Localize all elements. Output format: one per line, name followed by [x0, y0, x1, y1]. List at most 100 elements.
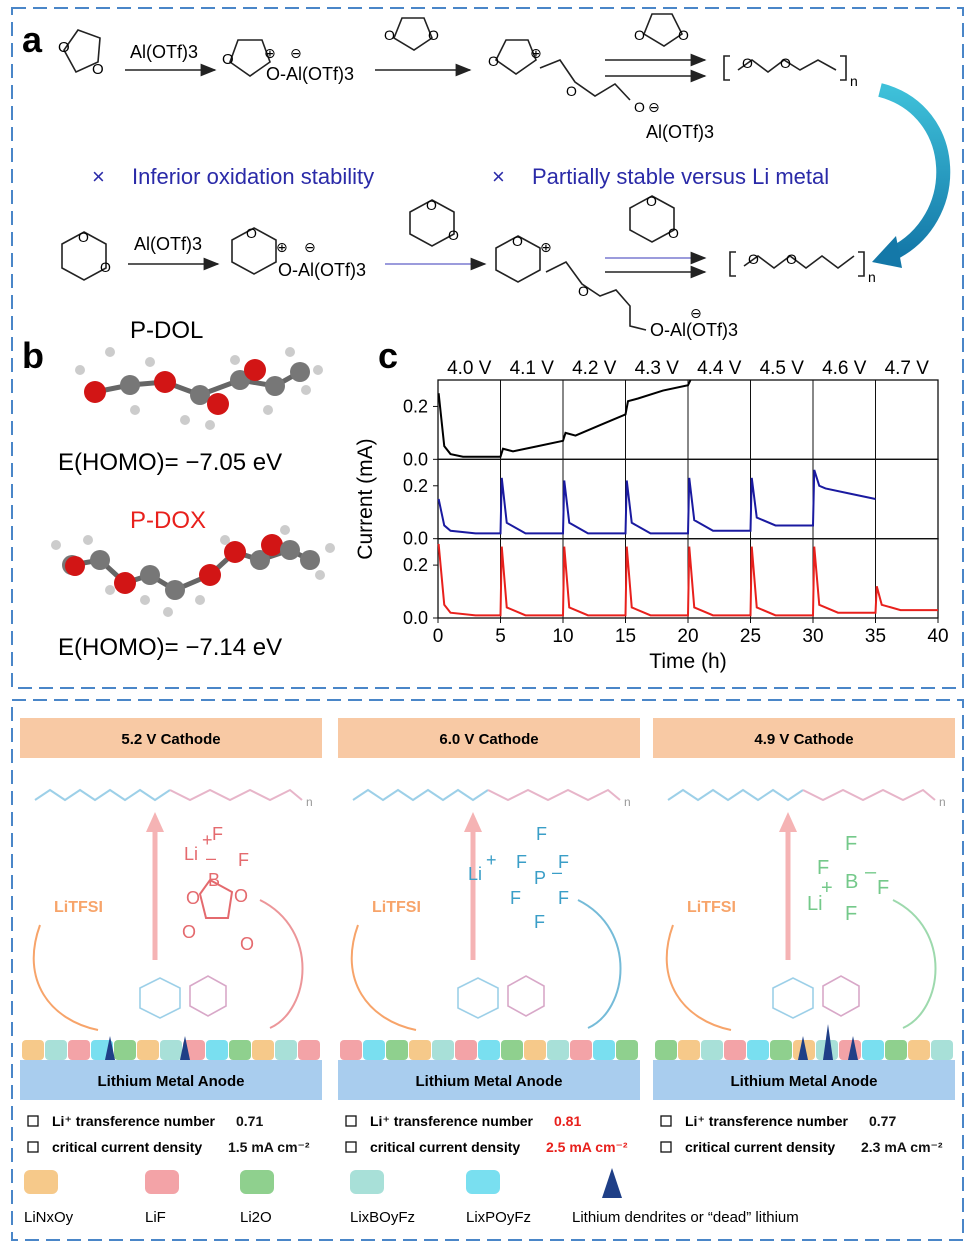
- transference-label: Li⁺ transference number: [52, 1113, 216, 1129]
- anode-bar: [338, 1060, 640, 1100]
- svg-text:F: F: [817, 857, 829, 879]
- series-line-0: [437, 379, 692, 458]
- x-tick-label: 35: [865, 626, 886, 647]
- svg-text:–: –: [865, 861, 877, 883]
- voltage-label: 4.6 V: [822, 358, 867, 379]
- legend-label: LiF: [145, 1209, 166, 1226]
- salt-arrow: [32, 924, 99, 1031]
- ccd-value: 1.5 mA cm⁻²: [228, 1139, 310, 1155]
- dox-monomer-2: O O: [409, 197, 459, 247]
- dox-propagating-chain: O ⊕ O ⊖ O-Al(OTf)3: [495, 233, 738, 340]
- svg-text:O-Al(OTf)3: O-Al(OTf)3: [650, 320, 738, 340]
- reagent-label-1: Al(OTf)3: [130, 42, 198, 62]
- svg-text:Li: Li: [807, 893, 823, 915]
- svg-text:O: O: [646, 193, 657, 209]
- svg-text:O: O: [488, 53, 499, 69]
- p-dox-name: P-DOX: [130, 507, 206, 534]
- svg-text:O: O: [234, 886, 248, 906]
- issue-oxidation: Inferior oxidation stability: [132, 164, 374, 189]
- cathode-bar: [20, 718, 322, 758]
- cathode-bar: [338, 718, 640, 758]
- anode-label: Lithium Metal Anode: [98, 1073, 245, 1090]
- additive-arrow: [577, 899, 622, 1029]
- legend-label: LixBOyFz: [350, 1209, 415, 1226]
- voltage-label: 4.5 V: [760, 358, 805, 379]
- legend-swatch: [240, 1170, 274, 1194]
- svg-text:⊖: ⊖: [648, 99, 660, 115]
- dox-oxonium: O ⊕ ⊖ O-Al(OTf)3: [231, 225, 366, 280]
- ccd-label: critical current density: [52, 1139, 202, 1155]
- svg-text:F: F: [845, 903, 857, 925]
- legend-swatch: [602, 1168, 622, 1198]
- ccd-label: critical current density: [370, 1139, 520, 1155]
- polymer-ether-segment: [802, 788, 936, 802]
- bullet: [27, 1115, 39, 1127]
- legend-swatch: [24, 1170, 58, 1194]
- svg-text:O: O: [246, 225, 257, 241]
- cathode-label: 5.2 V Cathode: [121, 731, 220, 748]
- svg-text:O: O: [222, 51, 234, 68]
- polymer-ether-segment: [169, 788, 303, 802]
- arrow-up-head: [779, 812, 797, 832]
- salt-label: LiTFSI: [372, 899, 421, 916]
- legend-swatch: [466, 1170, 500, 1194]
- svg-text:O: O: [428, 27, 439, 43]
- polymer-n: n: [939, 795, 946, 809]
- panel-label-a: a: [22, 19, 43, 60]
- dendrite: [848, 1036, 858, 1060]
- svg-text:B: B: [208, 870, 220, 890]
- x-tick-label: 25: [740, 626, 761, 647]
- dol-monomer: O O: [58, 29, 104, 78]
- x-tick-label: 30: [802, 626, 823, 647]
- y-tick-label: 0.2: [403, 396, 428, 416]
- svg-text:O: O: [384, 27, 395, 43]
- polymer-acid-segment: [352, 788, 489, 802]
- polymer-acid-segment: [34, 788, 171, 802]
- poly-dox: O O n: [729, 251, 876, 285]
- bullet: [660, 1115, 672, 1127]
- glutaric-anhydride: [457, 977, 499, 1019]
- y-tick-label: 0.0: [403, 449, 428, 469]
- svg-text:–: –: [552, 862, 562, 882]
- svg-text:n: n: [850, 73, 858, 89]
- salt-label: LiTFSI: [54, 899, 103, 916]
- svg-text:O-Al(OTf)3: O-Al(OTf)3: [266, 64, 354, 84]
- transference-label: Li⁺ transference number: [370, 1113, 534, 1129]
- transference-value: 0.77: [869, 1113, 896, 1129]
- series-line-2: [437, 543, 938, 617]
- polymer-ether-segment: [487, 788, 621, 802]
- svg-text:F: F: [877, 877, 889, 899]
- svg-text:⊕: ⊕: [276, 239, 288, 255]
- svg-text:F: F: [845, 833, 857, 855]
- series-line-1: [437, 469, 876, 535]
- dioxane-ring: [507, 975, 545, 1017]
- svg-text:P: P: [534, 868, 546, 888]
- voltage-label: 4.1 V: [510, 358, 555, 379]
- svg-text:⊕: ⊕: [530, 45, 542, 61]
- legend-label: LixPOyFz: [466, 1209, 531, 1226]
- voltage-label: 4.7 V: [885, 358, 930, 379]
- x-axis-label: Time (h): [649, 650, 726, 673]
- voltage-label: 4.2 V: [572, 358, 617, 379]
- svg-text:O: O: [240, 934, 254, 954]
- transference-value: 0.81: [554, 1113, 581, 1129]
- svg-text:Li: Li: [184, 844, 198, 864]
- bullet: [27, 1141, 39, 1153]
- svg-text:O: O: [634, 99, 645, 115]
- cathode-bar: [653, 718, 955, 758]
- dendrite: [798, 1036, 808, 1060]
- dox-monomer: O O: [61, 229, 111, 281]
- polymer-n: n: [306, 795, 313, 809]
- svg-text:O-Al(OTf)3: O-Al(OTf)3: [278, 260, 366, 280]
- bullet: [660, 1141, 672, 1153]
- x-tick-label: 40: [927, 626, 948, 647]
- sei-layer: [655, 1040, 953, 1060]
- ccd-value: 2.3 mA cm⁻²: [861, 1139, 943, 1155]
- salt-label: LiTFSI: [687, 899, 736, 916]
- svg-text:O: O: [748, 251, 759, 267]
- legend-swatch: [350, 1170, 384, 1194]
